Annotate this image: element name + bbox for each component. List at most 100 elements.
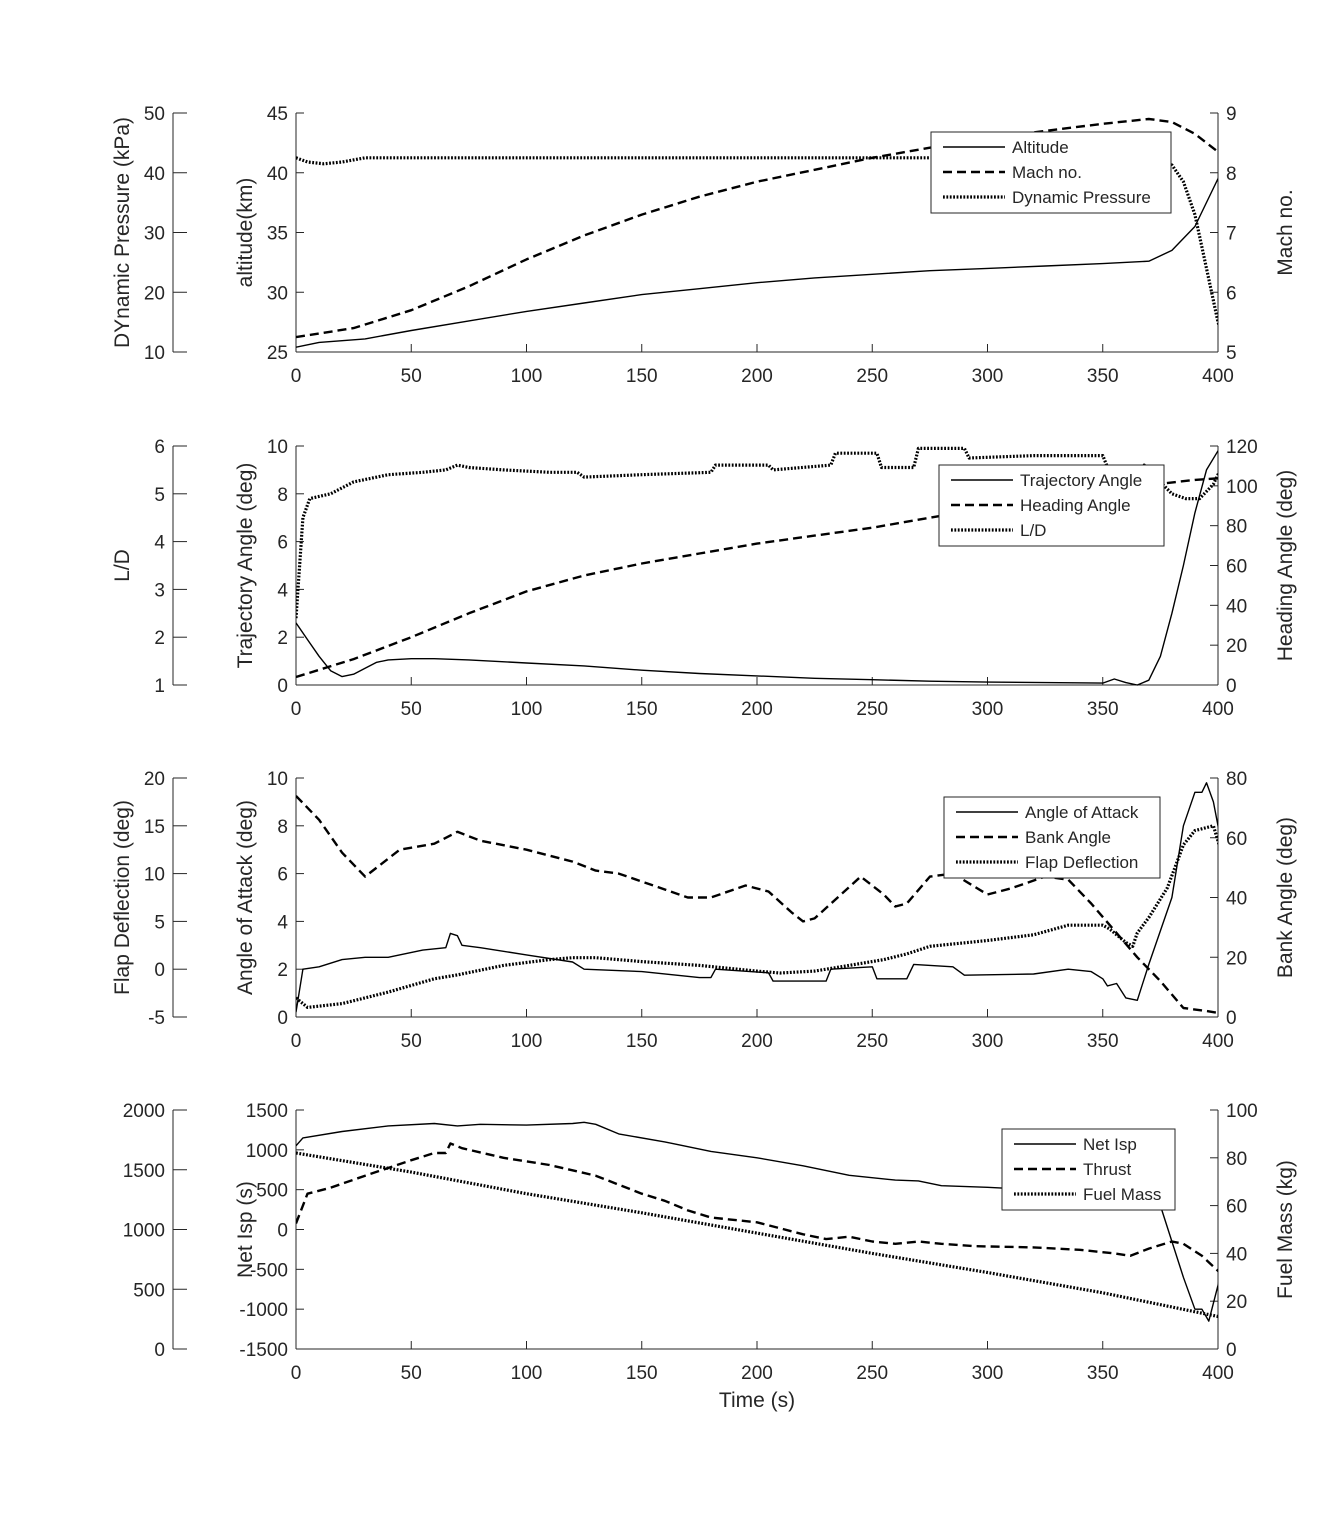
x-tick-label: 0 <box>291 1031 302 1052</box>
x-axis-label: Time (s) <box>719 1389 795 1412</box>
x-tick-label: 200 <box>741 1031 773 1052</box>
x-tick-label: 350 <box>1087 366 1119 387</box>
series-line-thrust <box>296 1142 1218 1273</box>
outer-y-tick-label: 0 <box>154 960 165 981</box>
left-y-axis-label: altitude(km) <box>234 178 257 288</box>
x-tick-label: 50 <box>401 1031 422 1052</box>
left-y-tick-label: 4 <box>277 912 288 933</box>
outer-y-tick-label: 30 <box>144 224 165 245</box>
x-tick-label: 0 <box>291 1363 302 1384</box>
right-y-tick-label: 120 <box>1226 437 1258 458</box>
outer-y-tick-label: 3 <box>154 580 165 601</box>
legend-label: Angle of Attack <box>1025 803 1139 822</box>
left-y-axis-label: Net Isp (s) <box>234 1181 257 1278</box>
right-y-tick-label: 60 <box>1226 829 1247 850</box>
legend-label: Heading Angle <box>1020 496 1131 515</box>
outer-y-tick-label: 10 <box>144 865 165 886</box>
left-y-tick-label: -500 <box>250 1260 288 1281</box>
left-y-tick-label: 500 <box>256 1181 288 1202</box>
outer-y-axis-label: DYnamic Pressure (kPa) <box>111 117 134 348</box>
right-y-tick-label: 0 <box>1226 1008 1237 1029</box>
left-y-tick-label: 10 <box>267 437 288 458</box>
chart-panel-4: 0 50 100 150 200 250 300 350 400-1500-1000-50005… <box>123 1101 1297 1412</box>
right-y-tick-label: 0 <box>1226 676 1237 697</box>
right-y-tick-label: 100 <box>1226 477 1258 498</box>
left-y-tick-label: 4 <box>277 580 288 601</box>
legend: Trajectory Angle Heading Angle L/D <box>938 464 1165 547</box>
right-y-tick-label: 40 <box>1226 889 1247 910</box>
right-y-tick-label: 80 <box>1226 1149 1247 1170</box>
outer-y-tick-label: 4 <box>154 533 165 554</box>
x-tick-label: 200 <box>741 1363 773 1384</box>
outer-y-tick-label: 0 <box>154 1340 165 1361</box>
series-line-flap-deflection <box>296 824 1218 1009</box>
chart-panel-3: 0 50 100 150 200 250 300 350 4000246810020406080… <box>111 769 1297 1052</box>
right-y-tick-label: 9 <box>1226 104 1237 125</box>
outer-y-tick-label: 20 <box>144 283 165 304</box>
right-y-axis-label: Fuel Mass (kg) <box>1274 1160 1297 1299</box>
right-y-tick-label: 0 <box>1226 1340 1237 1361</box>
x-tick-label: 100 <box>511 699 543 720</box>
x-tick-label: 200 <box>741 366 773 387</box>
x-tick-label: 0 <box>291 366 302 387</box>
outer-y-axis-label: Flap Deflection (deg) <box>111 800 134 995</box>
left-y-tick-label: 0 <box>277 676 288 697</box>
series-line-trajectory-angle <box>296 450 1218 686</box>
left-y-axis-label: Trajectory Angle (deg) <box>234 463 257 669</box>
x-tick-label: 300 <box>972 1363 1004 1384</box>
left-y-tick-label: 1500 <box>246 1101 288 1122</box>
left-y-tick-label: 8 <box>277 485 288 506</box>
outer-y-tick-label: 20 <box>144 769 165 790</box>
x-tick-label: 50 <box>401 366 422 387</box>
outer-y-tick-label: 1000 <box>123 1221 165 1242</box>
x-tick-label: 0 <box>291 699 302 720</box>
left-y-axis-label: Angle of Attack (deg) <box>234 800 257 995</box>
x-tick-label: 100 <box>511 1031 543 1052</box>
right-y-tick-label: 20 <box>1226 1292 1247 1313</box>
x-tick-label: 400 <box>1202 366 1234 387</box>
right-y-tick-label: 5 <box>1226 343 1237 364</box>
legend: Net Isp Thrust Fuel Mass <box>1001 1128 1176 1211</box>
legend-label: Altitude <box>1012 138 1069 157</box>
legend-label: Bank Angle <box>1025 828 1111 847</box>
right-y-tick-label: 100 <box>1226 1101 1258 1122</box>
left-y-tick-label: 25 <box>267 343 288 364</box>
x-tick-label: 300 <box>972 366 1004 387</box>
left-y-tick-label: 1000 <box>246 1141 288 1162</box>
outer-y-tick-label: 6 <box>154 437 165 458</box>
legend-box <box>943 796 1161 879</box>
right-y-tick-label: 60 <box>1226 1197 1247 1218</box>
right-y-tick-label: 6 <box>1226 283 1237 304</box>
legend-label: Dynamic Pressure <box>1012 188 1151 207</box>
outer-y-tick-label: 10 <box>144 343 165 364</box>
legend-label: Trajectory Angle <box>1020 471 1142 490</box>
left-y-tick-label: 2 <box>277 960 288 981</box>
chart-panel-1: 0 50 100 150 200 250 300 350 400 25 30 35 40 45 5 6 7 8 9 1… <box>111 104 1297 387</box>
x-tick-label: 350 <box>1087 699 1119 720</box>
right-y-tick-label: 40 <box>1226 1244 1247 1265</box>
legend-box <box>938 464 1165 547</box>
x-tick-label: 250 <box>856 1031 888 1052</box>
outer-y-tick-label: 5 <box>154 912 165 933</box>
left-y-tick-label: 35 <box>267 224 288 245</box>
left-y-tick-label: 45 <box>267 104 288 125</box>
x-tick-label: 350 <box>1087 1031 1119 1052</box>
series-line-net-isp <box>296 1121 1218 1322</box>
right-y-tick-label: 80 <box>1226 517 1247 538</box>
outer-y-tick-label: 1500 <box>123 1161 165 1182</box>
outer-y-tick-label: 50 <box>144 104 165 125</box>
x-tick-label: 400 <box>1202 1031 1234 1052</box>
x-tick-label: 250 <box>856 366 888 387</box>
x-tick-label: 300 <box>972 699 1004 720</box>
outer-y-tick-label: 500 <box>133 1280 165 1301</box>
x-tick-label: 150 <box>626 699 658 720</box>
legend-label: Mach no. <box>1012 163 1082 182</box>
legend: Angle of Attack Bank Angle Flap Deflection <box>943 796 1161 879</box>
x-tick-label: 150 <box>626 1031 658 1052</box>
legend-label: Flap Deflection <box>1025 853 1138 872</box>
x-tick-label: 250 <box>856 1363 888 1384</box>
outer-y-tick-label: 15 <box>144 817 165 838</box>
right-y-tick-label: 20 <box>1226 636 1247 657</box>
x-tick-label: 100 <box>511 366 543 387</box>
left-y-tick-label: -1500 <box>239 1340 288 1361</box>
